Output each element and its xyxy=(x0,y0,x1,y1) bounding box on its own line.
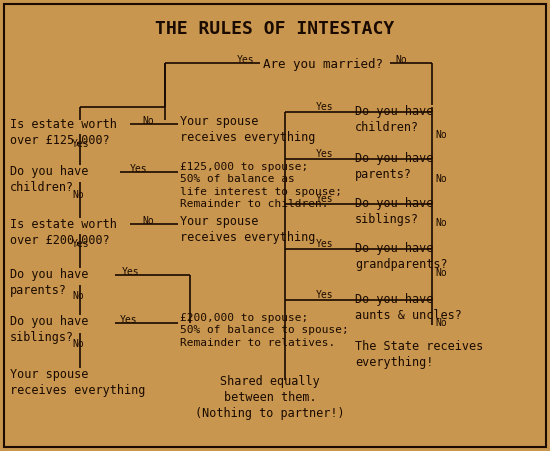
Text: Yes: Yes xyxy=(316,149,334,159)
Text: Yes: Yes xyxy=(316,102,334,112)
Text: Is estate worth
over £125,000?: Is estate worth over £125,000? xyxy=(10,118,117,147)
Text: The State receives
everything!: The State receives everything! xyxy=(355,340,483,369)
Text: Your spouse
receives everything: Your spouse receives everything xyxy=(180,115,315,144)
Text: £200,000 to spouse;
50% of balance to spouse;
Remainder to relatives.: £200,000 to spouse; 50% of balance to sp… xyxy=(180,313,349,348)
Text: Yes: Yes xyxy=(120,315,138,325)
Text: Are you married?: Are you married? xyxy=(263,58,383,71)
Text: THE RULES OF INTESTACY: THE RULES OF INTESTACY xyxy=(155,20,395,38)
Text: No: No xyxy=(142,216,154,226)
FancyBboxPatch shape xyxy=(4,4,546,447)
Text: Yes: Yes xyxy=(72,239,90,249)
Text: Yes: Yes xyxy=(316,290,334,300)
Text: No: No xyxy=(72,291,84,301)
Text: No: No xyxy=(142,116,154,126)
Text: Do you have
aunts & uncles?: Do you have aunts & uncles? xyxy=(355,293,462,322)
Text: Is estate worth
over £200,000?: Is estate worth over £200,000? xyxy=(10,218,117,247)
Text: Your spouse
receives everything: Your spouse receives everything xyxy=(10,368,145,397)
Text: Yes: Yes xyxy=(316,239,334,249)
Text: Do you have
siblings?: Do you have siblings? xyxy=(10,315,89,344)
Text: Do you have
children?: Do you have children? xyxy=(10,165,89,194)
Text: No: No xyxy=(435,218,447,228)
Text: Yes: Yes xyxy=(72,139,90,149)
Text: No: No xyxy=(435,130,447,140)
Text: No: No xyxy=(72,339,84,349)
Text: Yes: Yes xyxy=(122,267,140,277)
Text: Yes: Yes xyxy=(130,164,147,174)
Text: Do you have
siblings?: Do you have siblings? xyxy=(355,197,433,226)
Text: Shared equally
between them.
(Nothing to partner!): Shared equally between them. (Nothing to… xyxy=(195,375,345,420)
Text: Yes: Yes xyxy=(237,55,255,65)
Text: Yes: Yes xyxy=(316,194,334,204)
Text: Do you have
children?: Do you have children? xyxy=(355,105,433,134)
Text: Do you have
grandparents?: Do you have grandparents? xyxy=(355,242,448,271)
Text: No: No xyxy=(435,268,447,278)
Text: £125,000 to spouse;
50% of balance as
life interest to spouse;
Remainder to chil: £125,000 to spouse; 50% of balance as li… xyxy=(180,162,342,209)
Text: No: No xyxy=(435,318,447,328)
Text: No: No xyxy=(72,190,84,200)
Text: Do you have
parents?: Do you have parents? xyxy=(10,268,89,297)
Text: No: No xyxy=(435,174,447,184)
Text: Your spouse
receives everything: Your spouse receives everything xyxy=(180,215,315,244)
Text: Do you have
parents?: Do you have parents? xyxy=(355,152,433,181)
Text: No: No xyxy=(395,55,407,65)
